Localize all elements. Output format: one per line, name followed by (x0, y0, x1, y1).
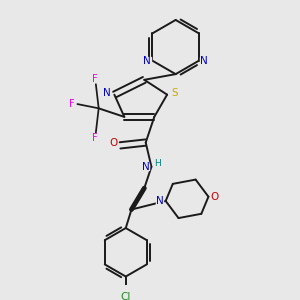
Text: N: N (155, 196, 163, 206)
Text: O: O (110, 138, 118, 148)
Bar (144, 57, 151, 64)
Text: O: O (211, 192, 219, 202)
Text: N: N (142, 162, 150, 172)
Text: H: H (154, 159, 160, 168)
Text: N: N (143, 56, 151, 66)
Text: F: F (92, 133, 97, 143)
Bar (122, 294, 130, 300)
Text: F: F (69, 99, 75, 109)
Text: Cl: Cl (121, 292, 131, 300)
Bar (154, 160, 160, 166)
Bar (211, 193, 218, 200)
Bar (104, 90, 111, 97)
Bar (156, 197, 163, 205)
Bar (91, 76, 98, 82)
Text: N: N (103, 88, 111, 98)
Text: N: N (200, 56, 208, 66)
Bar (171, 90, 179, 97)
Text: F: F (92, 74, 97, 84)
Bar (200, 57, 208, 64)
Bar (111, 140, 117, 146)
Bar (143, 164, 149, 170)
Bar (69, 101, 75, 107)
Text: S: S (172, 88, 178, 98)
Bar (91, 135, 98, 141)
